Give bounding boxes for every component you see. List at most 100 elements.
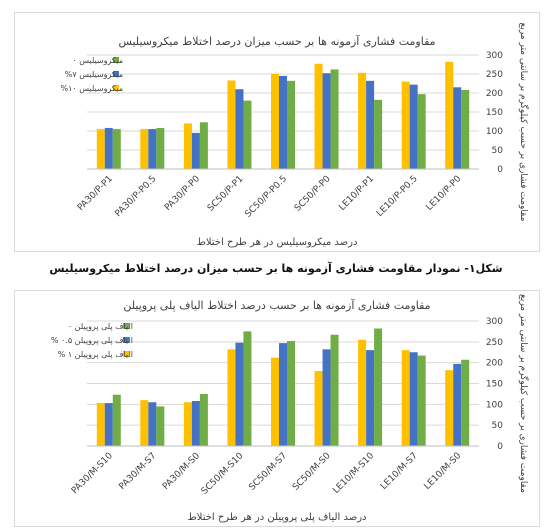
bar (183, 123, 192, 169)
y-tick-label: 50 (492, 146, 504, 156)
y-tick-label: 100 (486, 400, 503, 410)
bar (156, 406, 165, 446)
bar (156, 127, 165, 169)
legend-swatch (123, 323, 129, 329)
bar (461, 89, 470, 169)
y-tick-label: 0 (497, 165, 503, 175)
bar (112, 394, 121, 446)
x-axis-label: درصد الیاف پلی پروپیلن در هر طرح اختلاط (187, 512, 366, 523)
legend-swatch (113, 85, 119, 91)
bar (417, 355, 426, 446)
x-tick-label: SC50/M-S7 (247, 451, 289, 493)
x-tick-label: PA30/P-P0.5 (113, 174, 158, 219)
bar (235, 89, 244, 169)
x-tick-label: SC50/M-S10 (200, 451, 246, 497)
bar (279, 343, 287, 446)
bar (199, 393, 208, 446)
bar (279, 75, 287, 169)
bar (199, 122, 208, 169)
bar (140, 400, 149, 446)
y-tick-label: 250 (486, 338, 503, 348)
x-tick-label: LE10/M-S10 (331, 451, 376, 496)
x-tick-label: LE10/M-S7 (379, 451, 420, 492)
bar (104, 403, 113, 446)
x-tick-label: LE10/P-P0.5 (375, 174, 420, 219)
legend-swatch (113, 57, 119, 63)
chart-title: مقاومت فشاری آزمونه ها بر حسب درصد اختلا… (123, 298, 430, 312)
y-axis-label: مقاومت فشاری بر حسب کیلوگرم بر سانتی متر… (518, 294, 530, 493)
bar (227, 349, 236, 446)
bar (417, 94, 426, 169)
x-tick-label: LE10/P-P1 (337, 174, 376, 213)
bar (96, 403, 105, 446)
bar (235, 342, 244, 446)
y-tick-label: 150 (486, 108, 503, 118)
bar (322, 349, 331, 446)
y-tick-label: 50 (492, 421, 504, 431)
chart-microsilica: مقاومت فشاری آزمونه ها بر حسب میزان درصد… (60, 23, 530, 248)
bar (314, 371, 323, 446)
bar (148, 129, 157, 169)
legend-label: میکروسیلیس ۱۰% (60, 84, 123, 93)
y-tick-label: 150 (486, 380, 503, 390)
bar (461, 359, 470, 446)
bar (330, 334, 339, 446)
legend-label: الیاف پلی پروپیلن ۰ (68, 322, 133, 331)
bar (287, 80, 295, 169)
chart-panel-polypropylene: مقاومت فشاری آزمونه ها بر حسب درصد اختلا… (14, 290, 540, 527)
bar (358, 72, 367, 169)
x-tick-label: SC50/M-S0 (291, 451, 333, 493)
y-axis-label: مقاومت فشاری بر حسب کیلوگرم بر سانتی متر… (518, 23, 530, 222)
chart-panel-microsilica: مقاومت فشاری آزمونه ها بر حسب میزان درصد… (14, 12, 540, 252)
x-tick-label: PA30/P-P0 (163, 174, 202, 213)
legend-label: الیاف پلی پروپیلن ۰.۵ % (51, 336, 133, 345)
bar (401, 350, 410, 446)
bar (112, 129, 121, 169)
x-tick-label: LE10/M-S0 (423, 451, 464, 492)
bar (227, 80, 236, 169)
bar (271, 74, 279, 169)
bar (401, 81, 410, 169)
legend-swatch (113, 71, 119, 77)
bar (358, 339, 367, 446)
bar (409, 352, 418, 446)
x-tick-label: SC50/P-P0 (293, 174, 333, 214)
bar (366, 350, 375, 446)
bar (104, 127, 113, 169)
x-tick-label: PA30/M-S0 (161, 451, 202, 492)
y-tick-label: 250 (486, 70, 503, 80)
legend-label: الیاف پلی پروپیلن ۱ % (58, 350, 133, 359)
legend-label: میکروسیلیس ۰ (72, 56, 123, 65)
x-tick-label: PA30/M-S10 (70, 451, 115, 496)
bar (243, 100, 252, 169)
bar (374, 328, 383, 446)
x-tick-label: PA30/M-S7 (117, 451, 158, 492)
bar (453, 363, 462, 446)
bar (322, 73, 331, 169)
bar (191, 132, 200, 169)
bar (191, 401, 200, 446)
bar (330, 69, 339, 169)
bar (366, 80, 375, 169)
bar (243, 331, 252, 446)
x-axis-label: درصد میکروسیلیس در هر طرح اختلاط (197, 237, 358, 248)
legend-swatch (123, 351, 129, 357)
legend-swatch (123, 337, 129, 343)
bar (453, 87, 462, 169)
bar (374, 99, 383, 169)
bar (409, 84, 418, 169)
bar (287, 341, 295, 446)
y-tick-label: 200 (486, 89, 503, 99)
x-tick-label: LE10/P-P0 (425, 174, 464, 213)
bar (140, 129, 149, 169)
y-tick-label: 100 (486, 127, 503, 137)
bar (183, 402, 192, 446)
bar (445, 61, 454, 170)
bar (445, 370, 454, 446)
y-tick-label: 300 (486, 51, 503, 61)
chart-polypropylene: مقاومت فشاری آزمونه ها بر حسب درصد اختلا… (51, 294, 530, 523)
legend-label: میکروسیلیس ۷% (65, 70, 123, 79)
chart-title: مقاومت فشاری آزمونه ها بر حسب میزان درصد… (118, 34, 435, 48)
y-tick-label: 300 (486, 317, 503, 327)
bar (96, 129, 105, 169)
